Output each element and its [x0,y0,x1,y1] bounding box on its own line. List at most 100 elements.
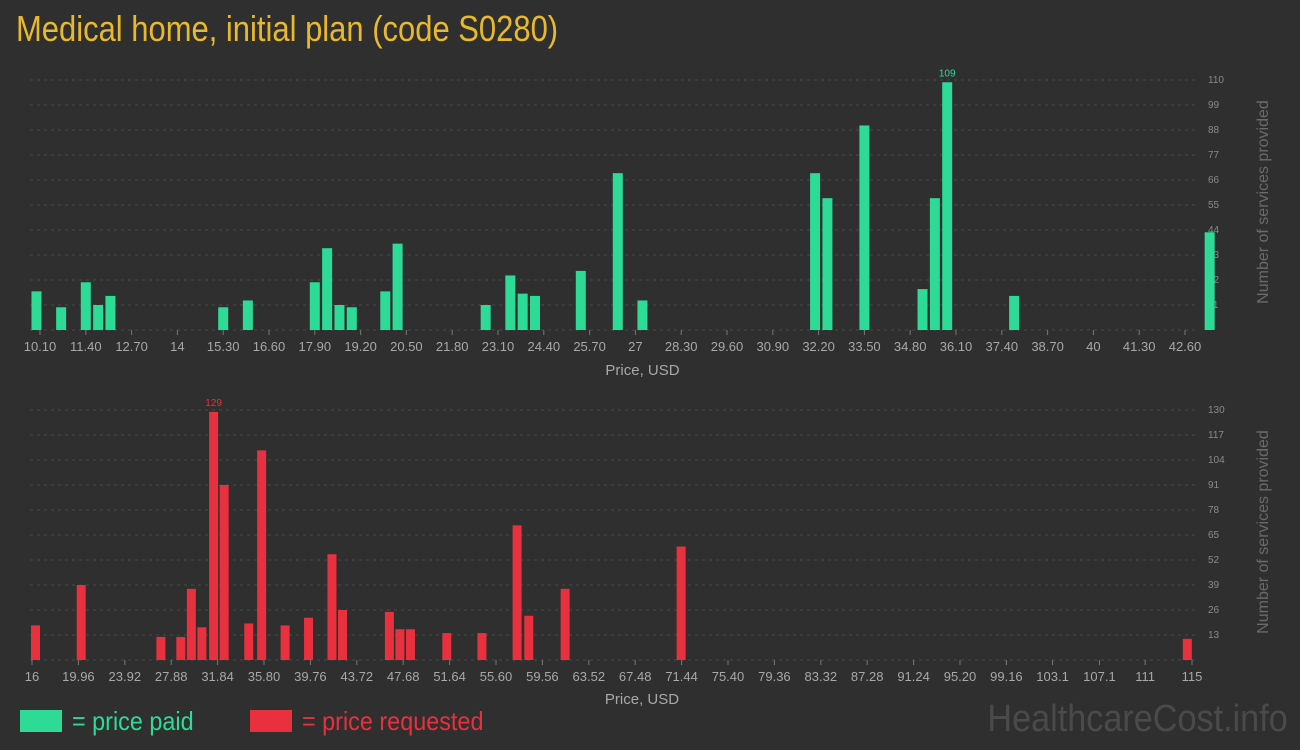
price-requested-bar [197,627,207,660]
price-paid-bar [346,307,357,330]
price-paid-bar [93,305,104,330]
price-requested-x-tick-label: 39.76 [294,669,327,684]
price-paid-bar [31,291,42,330]
price-requested-x-tick-label: 91.24 [897,669,930,684]
price-paid-bar [218,307,229,330]
price-requested-bar [338,610,348,660]
price-paid-bar [1009,295,1020,330]
price-requested-x-tick-label: 31.84 [201,669,234,684]
price-requested-x-tick-label: 107.1 [1083,669,1116,684]
price-requested-x-tick-label: 27.88 [155,669,188,684]
legend-paid: = price paid [20,704,207,738]
price-requested-x-tick-label: 111 [1135,669,1155,684]
price-paid-bar [505,275,516,330]
price-paid-y-tick-label: 77 [1208,150,1220,161]
price-requested-y-tick-label: 130 [1208,405,1225,416]
price-requested-x-tick-label: 75.40 [712,669,745,684]
price-paid-y-tick-label: 44 [1208,225,1220,236]
price-requested-bar [384,611,394,660]
price-paid-y-tick-label: 88 [1208,125,1220,136]
price-paid-y-tick-label: 99 [1208,100,1220,111]
price-paid-y-axis-title: Number of services provided [1255,100,1272,304]
price-paid-x-tick-label: 25.70 [573,339,606,354]
price-paid-bar [517,293,528,330]
price-requested-bar [560,588,570,660]
price-paid-bar [309,282,320,330]
legend-requested-label: = price requested [302,705,484,736]
legend-paid-label: = price paid [72,705,194,736]
price-paid-x-tick-label: 11.40 [70,339,102,354]
price-paid-x-tick-label: 38.70 [1031,339,1064,354]
price-requested-x-tick-label: 59.56 [526,669,559,684]
price-paid-x-tick-label: 40 [1086,339,1100,354]
price-requested-bar [512,525,522,660]
price-paid-bar [810,173,821,330]
price-paid-bar [942,82,953,330]
price-paid-x-tick-label: 12.70 [115,339,148,354]
price-requested-x-tick-label: 63.52 [573,669,606,684]
price-requested-x-tick-label: 67.48 [619,669,652,684]
price-paid-x-tick-label: 21.80 [436,339,469,354]
price-paid-x-axis-title: Price, USD [605,362,679,379]
price-paid-bar [575,270,586,330]
price-requested-bar [186,588,196,660]
price-paid-bar [380,291,391,330]
price-requested-y-tick-label: 91 [1208,480,1220,491]
price-paid-bar [480,305,491,330]
price-paid-x-tick-label: 29.60 [711,339,744,354]
price-requested-bar [31,625,41,660]
price-requested-x-tick-label: 16 [25,669,39,684]
price-requested-bar [209,411,219,660]
price-requested-y-tick-label: 52 [1208,555,1220,566]
price-requested-bar [676,546,686,660]
price-requested-x-tick-label: 23.92 [109,669,142,684]
price-paid-y-tick-label: 66 [1208,175,1220,186]
price-requested-y-axis-title: Number of services provided [1255,430,1272,634]
price-requested-bar [280,625,290,660]
price-paid-x-tick-label: 19.20 [344,339,377,354]
price-paid-y-tick-label: 55 [1208,200,1220,211]
price-paid-bar [529,295,540,330]
legend-requested-swatch [250,710,292,732]
price-paid-x-tick-label: 10.10 [24,339,57,354]
price-requested-bar [405,629,415,660]
price-paid-bar [392,243,403,330]
price-requested-x-tick-label: 103.1 [1036,669,1069,684]
price-paid-bar [612,173,623,330]
price-requested-max-label: 129 [205,398,222,409]
price-requested-x-axis-title: Price, USD [605,691,679,708]
price-requested-x-tick-label: 35.80 [248,669,281,684]
price-paid-bar [1204,232,1215,330]
price-paid-x-tick-label: 20.50 [390,339,423,354]
price-paid-x-tick-label: 16.60 [253,339,286,354]
price-paid-y-tick-label: 110 [1208,75,1224,86]
price-requested-bar [477,633,487,660]
price-requested-y-tick-label: 26 [1208,605,1220,616]
price-paid-x-tick-label: 34.80 [894,339,927,354]
price-requested-x-tick-label: 95.20 [944,669,977,684]
price-requested-bar [327,554,337,660]
price-requested-x-tick-label: 83.32 [805,669,838,684]
price-paid-bar [56,307,67,330]
price-paid-bar [637,300,648,330]
price-paid-x-tick-label: 17.90 [299,339,332,354]
price-requested-x-tick-label: 79.36 [758,669,791,684]
legend-requested: = price requested [250,704,504,738]
price-paid-x-tick-label: 33.50 [848,339,881,354]
price-requested-y-tick-label: 65 [1208,530,1220,541]
price-requested-bar [219,485,229,660]
price-paid-x-tick-label: 41.30 [1123,339,1156,354]
price-paid-x-tick-label: 23.10 [482,339,515,354]
price-paid-bar [105,295,116,330]
price-paid-x-tick-label: 28.30 [665,339,698,354]
price-requested-x-tick-label: 99.16 [990,669,1023,684]
price-requested-x-tick-label: 47.68 [387,669,420,684]
price-paid-bar [322,248,333,330]
watermark: HealthcareCost.info [987,698,1288,740]
price-paid-bar [822,198,833,330]
price-requested-bar [524,615,534,660]
price-paid-bar [917,289,928,330]
price-requested-bar [257,450,267,660]
price-requested-y-tick-label: 39 [1208,580,1220,591]
